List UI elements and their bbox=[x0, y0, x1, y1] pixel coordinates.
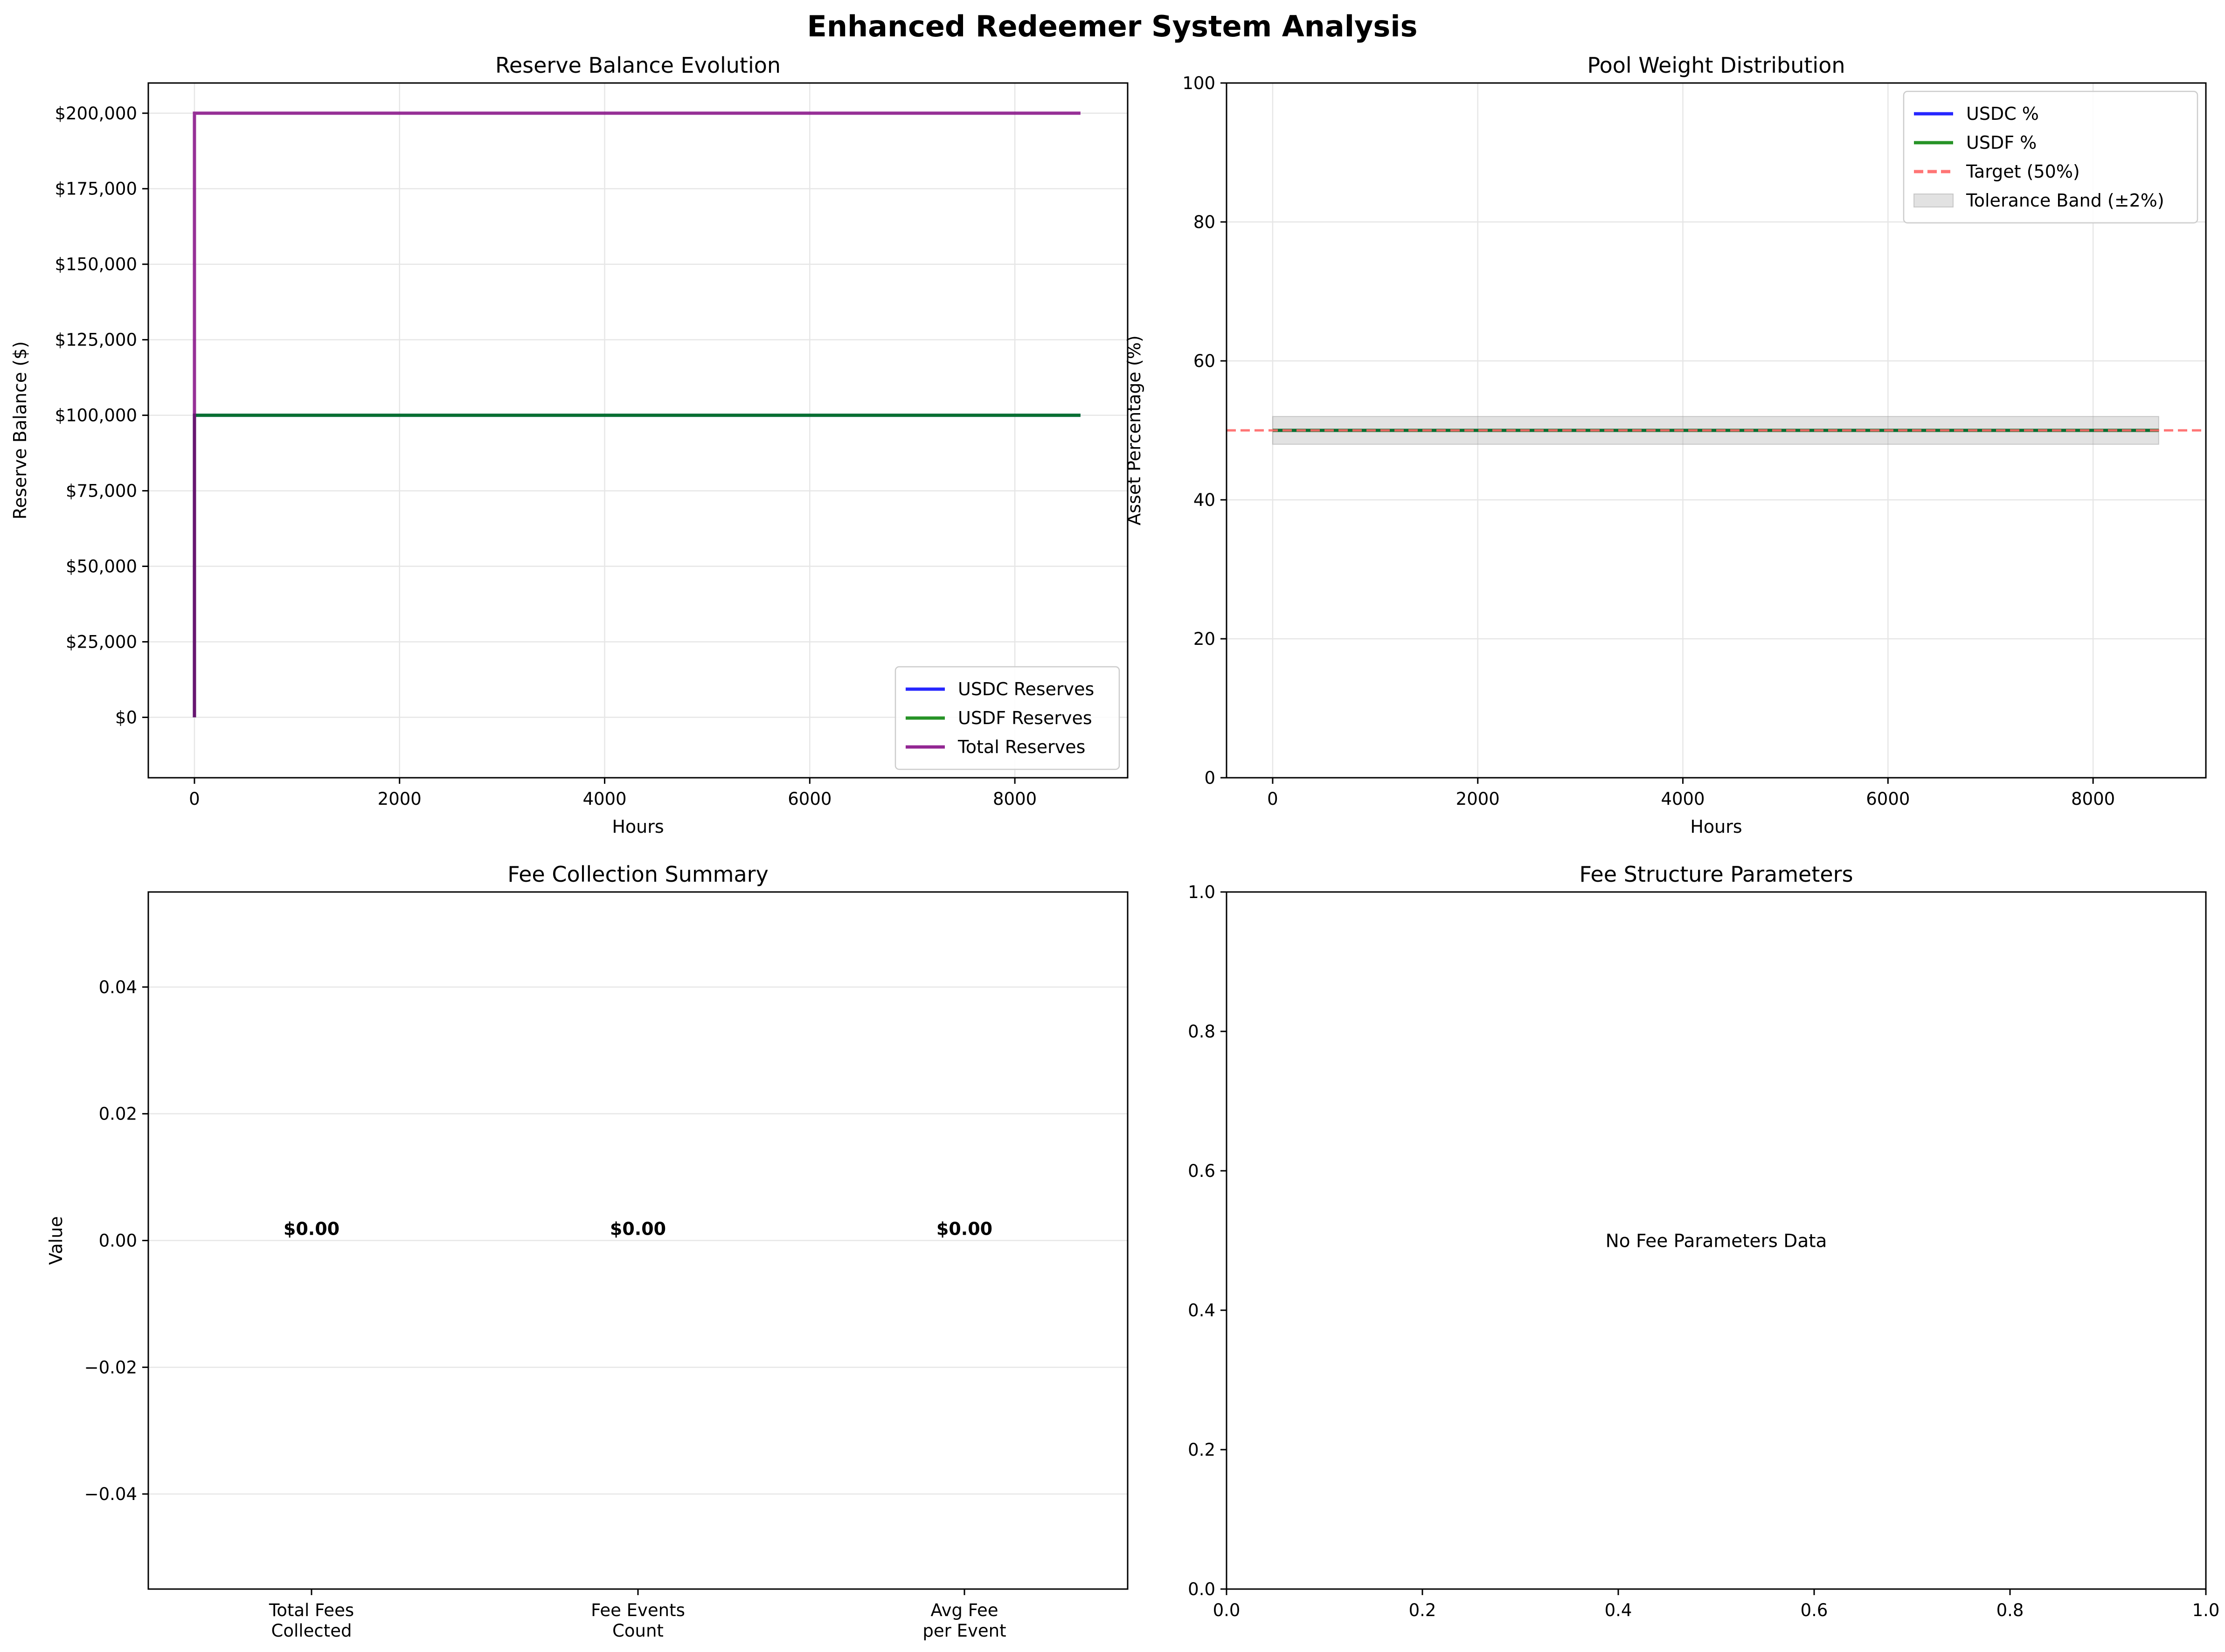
fee-structure-chart: Fee Structure Parameters 0.0 0.2 0.4 0.6 0.8 1… bbox=[1188, 862, 2219, 1620]
y-tick-label: 0.2 bbox=[1188, 1440, 1215, 1460]
x-tick-label: 4000 bbox=[582, 789, 626, 809]
y-tick-label: −0.04 bbox=[84, 1484, 137, 1504]
y-tick-label: −0.02 bbox=[84, 1357, 137, 1377]
y-tick-label: 80 bbox=[1193, 212, 1215, 232]
y-tick-label: 40 bbox=[1193, 490, 1215, 510]
axes-title: Reserve Balance Evolution bbox=[495, 53, 781, 78]
x-tick-label: 0.6 bbox=[1801, 1600, 1828, 1620]
y-tick-label: 0.02 bbox=[99, 1104, 137, 1124]
y-tick-label: 0.04 bbox=[99, 977, 137, 997]
y-tick-label: 0 bbox=[1204, 768, 1215, 788]
category-label: Avg Fee bbox=[930, 1600, 998, 1620]
y-tick-label: $200,000 bbox=[55, 104, 137, 124]
legend-label: USDC % bbox=[1966, 104, 2039, 124]
x-tick-label: 0 bbox=[1267, 789, 1278, 809]
x-axis-label: Hours bbox=[612, 816, 664, 837]
legend-label: Total Reserves bbox=[957, 737, 1085, 757]
legend-frame bbox=[1903, 90, 2198, 224]
y-tick-label: 100 bbox=[1182, 73, 1215, 93]
x-tick-label: 6000 bbox=[788, 789, 832, 809]
x-axis-label: Hours bbox=[1690, 816, 1742, 837]
no-data-message: No Fee Parameters Data bbox=[1606, 1231, 1827, 1252]
axes-title: Fee Collection Summary bbox=[507, 862, 769, 887]
x-tick-label: 1.0 bbox=[2192, 1600, 2220, 1620]
y-axis-label: Reserve Balance ($) bbox=[10, 341, 30, 519]
x-tick-label: 2000 bbox=[1456, 789, 1500, 809]
y-tick-label: $50,000 bbox=[66, 557, 137, 577]
category-label: per Event bbox=[922, 1621, 1006, 1641]
y-tick-label: $150,000 bbox=[55, 255, 137, 275]
legend-swatch bbox=[1913, 194, 1954, 207]
legend: USDC Reserves USDF Reserves Total Reserves bbox=[894, 666, 1120, 770]
x-tick-label: 2000 bbox=[378, 789, 422, 809]
legend-label: USDF Reserves bbox=[958, 708, 1092, 728]
y-tick-label: 60 bbox=[1193, 351, 1215, 371]
fee-collection-chart: Fee Collection Summary −0.04 −0.02 0.00 0.02… bbox=[46, 862, 1129, 1641]
y-tick-label: $0 bbox=[115, 707, 137, 727]
y-axis-label: Value bbox=[46, 1216, 66, 1265]
x-tick-label: 0 bbox=[189, 789, 200, 809]
x-tick-label: 0.0 bbox=[1213, 1600, 1241, 1620]
y-tick-label: 0.8 bbox=[1188, 1022, 1215, 1042]
axes-frame bbox=[1226, 891, 2207, 1590]
x-tick-label: 0.4 bbox=[1605, 1600, 1632, 1620]
axes-title: Fee Structure Parameters bbox=[1579, 862, 1853, 887]
x-tick-label: 4000 bbox=[1661, 789, 1705, 809]
x-tick-label: 0.8 bbox=[1996, 1600, 2024, 1620]
x-tick-label: 6000 bbox=[1866, 789, 1910, 809]
category-label: Count bbox=[612, 1621, 664, 1641]
y-axis-label: Asset Percentage (%) bbox=[1124, 335, 1144, 525]
y-tick-label: 20 bbox=[1193, 629, 1215, 649]
legend-label: USDF % bbox=[1966, 132, 2037, 153]
axes-title: Pool Weight Distribution bbox=[1587, 53, 1845, 78]
bar-value-label: $0.00 bbox=[284, 1219, 340, 1239]
y-tick-label: 0.00 bbox=[99, 1231, 137, 1251]
y-tick-label: $100,000 bbox=[55, 406, 137, 426]
axes-frame bbox=[1226, 82, 2207, 779]
legend-label: USDC Reserves bbox=[958, 679, 1094, 699]
y-tick-label: $25,000 bbox=[66, 632, 137, 652]
reserve-balance-chart: Reserve Balance Evolution 0 2000 4000 6000 80… bbox=[10, 53, 1129, 837]
y-tick-label: $75,000 bbox=[66, 481, 137, 501]
bar-value-label: $0.00 bbox=[610, 1219, 666, 1239]
y-tick-label: 0.6 bbox=[1188, 1161, 1215, 1181]
legend: USDC % USDF % Target (50%) Tolerance Band (… bbox=[1903, 90, 2198, 224]
x-tick-label: 8000 bbox=[993, 789, 1037, 809]
bar-value-label: $0.00 bbox=[936, 1219, 992, 1239]
axes-frame bbox=[147, 891, 1129, 1590]
y-tick-label: 0.0 bbox=[1188, 1579, 1215, 1599]
x-tick-label: 8000 bbox=[2071, 789, 2115, 809]
category-label: Total Fees bbox=[269, 1600, 354, 1620]
legend-frame bbox=[894, 666, 1120, 770]
y-tick-label: $125,000 bbox=[55, 330, 137, 350]
legend-label: Tolerance Band (±2%) bbox=[1966, 190, 2164, 211]
category-label: Fee Events bbox=[591, 1600, 685, 1620]
y-tick-label: 0.4 bbox=[1188, 1300, 1215, 1320]
category-label: Collected bbox=[271, 1621, 352, 1641]
y-tick-label: $175,000 bbox=[55, 179, 137, 199]
figure-title: Enhanced Redeemer System Analysis bbox=[807, 9, 1418, 43]
series-line-2 bbox=[193, 111, 1081, 718]
y-tick-label: 1.0 bbox=[1188, 882, 1215, 902]
axes-frame bbox=[147, 82, 1129, 779]
legend-label: Target (50%) bbox=[1966, 161, 2080, 182]
x-tick-label: 0.2 bbox=[1409, 1600, 1436, 1620]
